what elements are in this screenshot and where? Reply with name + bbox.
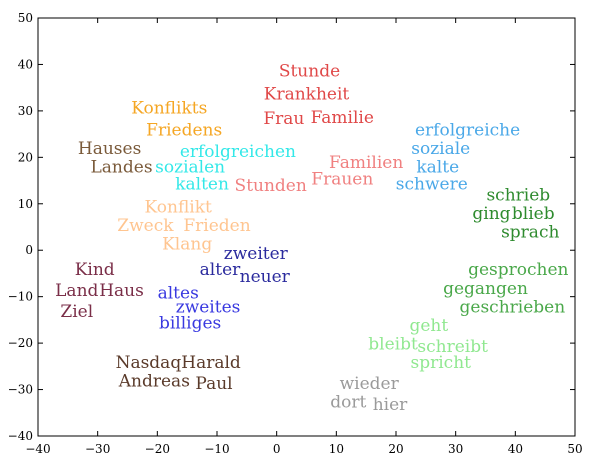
x-tick-label: 10 bbox=[329, 442, 344, 456]
plot-area bbox=[37, 17, 576, 437]
word-point-label: dort bbox=[330, 393, 366, 413]
word-point-label: Frieden bbox=[183, 216, 250, 236]
word-point-label: Familie bbox=[311, 108, 374, 128]
word-point-label: Stunden bbox=[235, 176, 307, 196]
x-tick-label: −30 bbox=[85, 442, 110, 456]
word-point-label: Haus bbox=[99, 281, 144, 301]
word-point-label: Harald bbox=[181, 353, 241, 373]
word-point-label: kalten bbox=[175, 174, 229, 194]
word-point-label: erfolgreiche bbox=[415, 120, 520, 140]
word-point-label: Krankheit bbox=[264, 85, 350, 105]
x-axis-ticks bbox=[37, 18, 576, 436]
y-tick-label: 0 bbox=[25, 243, 33, 257]
y-tick-label: 40 bbox=[18, 57, 33, 71]
y-tick-label: 30 bbox=[18, 104, 33, 118]
word-point-label: alter bbox=[200, 260, 241, 280]
word-point-label: Zweck bbox=[117, 216, 174, 236]
word-point-label: schrieb bbox=[486, 185, 550, 205]
word-point-label: erfolgreichen bbox=[180, 142, 296, 162]
word-point-label: geht bbox=[409, 316, 448, 336]
y-axis-ticks bbox=[38, 17, 575, 437]
word-point-label: ging bbox=[472, 204, 510, 224]
word-point-label: Familien bbox=[329, 153, 403, 173]
word-point-label: Frau bbox=[263, 109, 304, 129]
word-point-label: kalte bbox=[416, 158, 459, 178]
y-tick-label: −40 bbox=[8, 429, 33, 443]
word-point-label: Land bbox=[55, 281, 98, 301]
word-point-label: sozialen bbox=[155, 158, 225, 178]
word-point-label: wieder bbox=[340, 374, 400, 394]
x-tick-label: 20 bbox=[388, 442, 403, 456]
word-point-label: blieb bbox=[512, 204, 555, 224]
y-tick-label: 20 bbox=[18, 150, 33, 164]
word-point-label: Ziel bbox=[60, 302, 93, 322]
x-tick-label: 30 bbox=[448, 442, 463, 456]
y-tick-label: 50 bbox=[18, 11, 33, 25]
word-point-label: Stunde bbox=[279, 61, 340, 81]
word-point-label: schreibt bbox=[417, 337, 488, 357]
word-point-label: soziale bbox=[411, 139, 470, 159]
word-point-label: Nasdaq bbox=[116, 353, 182, 373]
word-point-label: Frauen bbox=[311, 170, 373, 190]
word-point-label: geschrieben bbox=[460, 297, 566, 317]
word-point-label: altes bbox=[158, 283, 199, 303]
word-point-label: Kind bbox=[75, 260, 115, 280]
word-point-label: Hauses bbox=[78, 139, 141, 159]
x-tick-label: −40 bbox=[25, 442, 50, 456]
word-point-label: gesprochen bbox=[468, 260, 568, 280]
word-point-label: gegangen bbox=[443, 279, 528, 299]
word-point-label: zweites bbox=[176, 297, 241, 317]
x-tick-label: −10 bbox=[204, 442, 229, 456]
x-tick-label: 0 bbox=[273, 442, 281, 456]
word-point-label: billiges bbox=[159, 314, 221, 334]
word-point-label: Konflikt bbox=[145, 197, 213, 217]
word-point-label: Landes bbox=[91, 158, 153, 178]
word-point-label: bleibt bbox=[368, 335, 418, 355]
x-tick-label: −20 bbox=[145, 442, 170, 456]
word-point-label: neuer bbox=[240, 267, 291, 287]
y-tick-label: −20 bbox=[8, 336, 33, 350]
word-point-label: spricht bbox=[411, 353, 472, 373]
x-tick-label: 50 bbox=[567, 442, 582, 456]
x-axis-tick-labels: −40 −30 −20 −10 0 10 20 30 40 50 bbox=[25, 442, 582, 456]
y-tick-label: −10 bbox=[8, 290, 33, 304]
word-point-label: Paul bbox=[195, 374, 232, 394]
y-tick-label: −30 bbox=[8, 383, 33, 397]
word-point-label: Klang bbox=[162, 235, 212, 255]
word-point-label: zweiter bbox=[224, 244, 289, 264]
y-tick-label: 10 bbox=[18, 197, 33, 211]
word-point-label: Konflikts bbox=[131, 99, 207, 119]
word-point-label: Andreas bbox=[118, 372, 190, 392]
word-point-label: Friedens bbox=[146, 120, 222, 140]
x-tick-label: 40 bbox=[508, 442, 523, 456]
word-point-label: schwere bbox=[396, 174, 468, 194]
word-point-label: hier bbox=[373, 395, 408, 415]
y-axis-tick-labels: −40 −30 −20 −10 0 10 20 30 40 50 bbox=[8, 11, 33, 443]
word-point-label: sprach bbox=[501, 223, 559, 243]
